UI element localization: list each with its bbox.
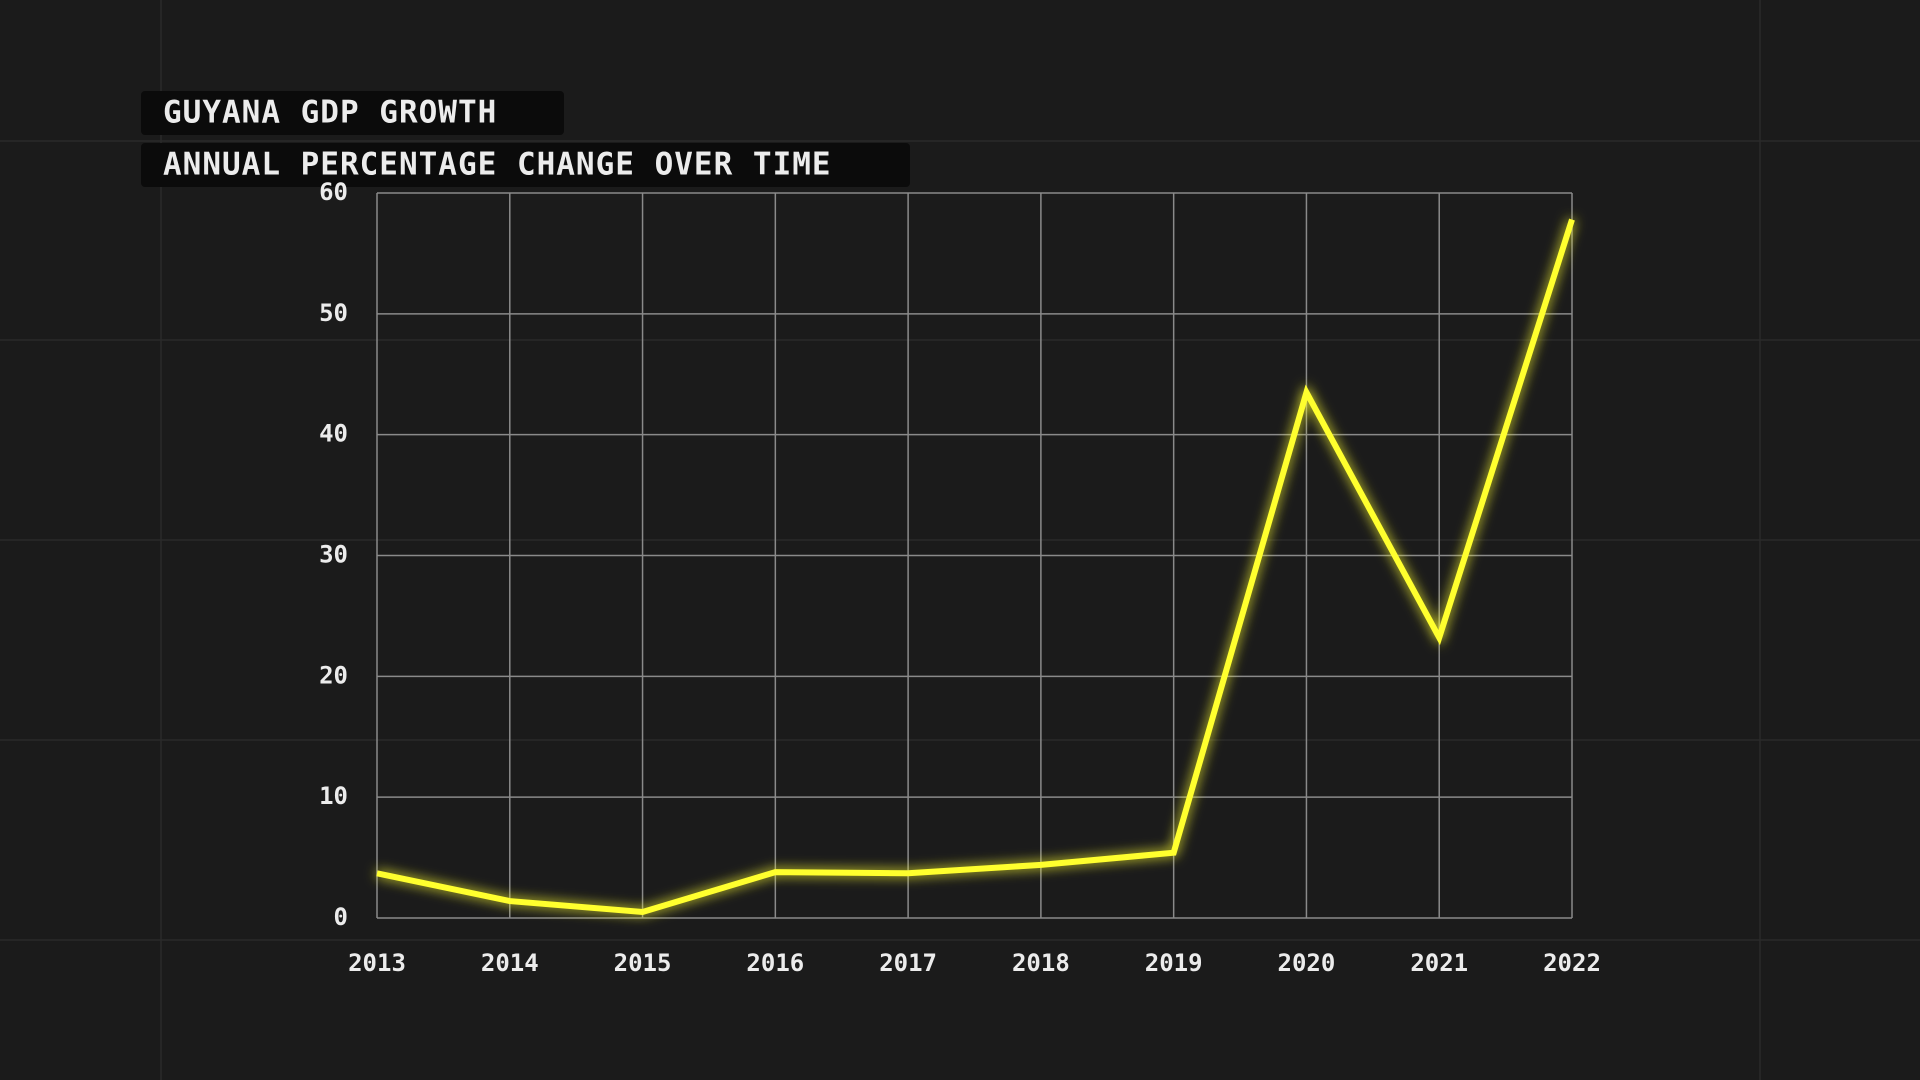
x-tick-label: 2022 [1543,949,1601,977]
y-tick-label: 50 [319,299,348,327]
title-box [141,91,564,135]
x-tick-label: 2017 [879,949,937,977]
x-tick-label: 2021 [1410,949,1468,977]
x-tick-label: 2016 [746,949,804,977]
x-tick-label: 2013 [348,949,406,977]
y-tick-label: 0 [334,903,348,931]
x-tick-label: 2014 [481,949,539,977]
x-tick-label: 2015 [614,949,672,977]
x-tick-label: 2018 [1012,949,1070,977]
data-line [376,218,1575,915]
y-tick-label: 10 [319,782,348,810]
y-tick-label: 20 [319,661,348,689]
y-tick-label: 60 [319,178,348,206]
x-tick-label: 2019 [1145,949,1203,977]
x-tick-label: 2020 [1278,949,1336,977]
chart-subtitle: ANNUAL PERCENTAGE CHANGE OVER TIME [163,147,832,183]
subtitle-box [141,143,910,187]
chart-title: GUYANA GDP GROWTH [163,95,497,131]
y-tick-label: 40 [319,420,348,448]
y-tick-label: 30 [319,541,348,569]
